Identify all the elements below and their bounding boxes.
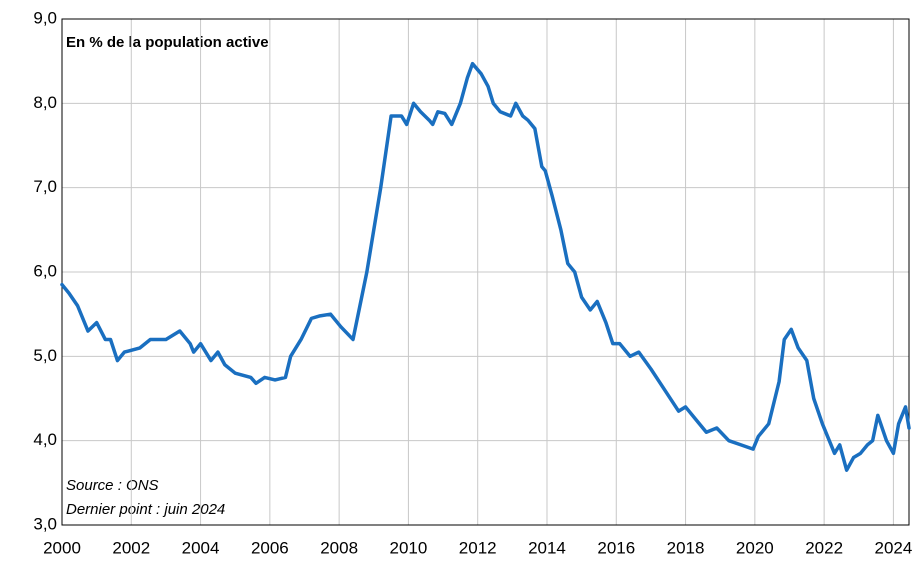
plot-frame bbox=[61, 18, 910, 526]
x-tick-label: 2014 bbox=[528, 538, 566, 557]
x-tick-label: 2018 bbox=[667, 538, 705, 557]
y-tick-label: 7,0 bbox=[33, 177, 57, 196]
y-tick-label: 4,0 bbox=[33, 430, 57, 449]
x-tick-label: 2022 bbox=[805, 538, 843, 557]
data-line bbox=[60, 61, 911, 472]
x-tick-label: 2004 bbox=[182, 538, 220, 557]
y-tick-label: 8,0 bbox=[33, 93, 57, 112]
x-tick-label: 2008 bbox=[320, 538, 358, 557]
chart-title: En % de la population active bbox=[66, 34, 269, 51]
y-tick-label: 6,0 bbox=[33, 261, 57, 280]
x-tick-label: 2002 bbox=[112, 538, 150, 557]
source-note: Source : ONS bbox=[66, 477, 159, 494]
x-tick-label: 2012 bbox=[459, 538, 497, 557]
x-tick-label: 2000 bbox=[43, 538, 81, 557]
y-tick-label: 3,0 bbox=[33, 514, 57, 533]
x-tick-label: 2020 bbox=[736, 538, 774, 557]
y-tick-label: 9,0 bbox=[33, 8, 57, 27]
last-point-note: Dernier point : juin 2024 bbox=[66, 501, 225, 518]
x-tick-label: 2024 bbox=[874, 538, 912, 557]
x-tick-label: 2016 bbox=[597, 538, 635, 557]
y-tick-label: 5,0 bbox=[33, 346, 57, 365]
x-tick-label: 2006 bbox=[251, 538, 289, 557]
x-tick-label: 2010 bbox=[390, 538, 428, 557]
